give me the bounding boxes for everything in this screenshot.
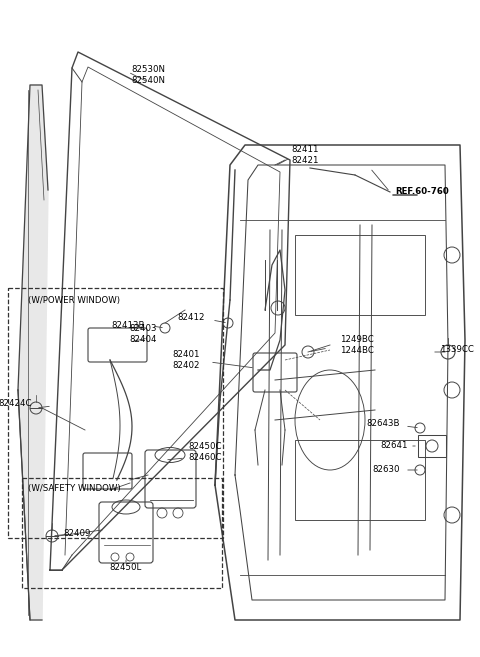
- Text: 82403
82404: 82403 82404: [129, 324, 157, 344]
- Bar: [295, 235, 425, 315]
- Text: 82641: 82641: [381, 442, 408, 451]
- Text: 82412: 82412: [178, 313, 205, 323]
- Text: 82409: 82409: [63, 530, 90, 539]
- Text: 82643B: 82643B: [367, 420, 400, 428]
- Text: 82411
82421: 82411 82421: [291, 145, 319, 165]
- Text: 82413B: 82413B: [111, 321, 145, 330]
- Text: (W/POWER WINDOW): (W/POWER WINDOW): [28, 296, 120, 305]
- Bar: [22, 478, 222, 588]
- Text: 1249BC
1244BC: 1249BC 1244BC: [340, 335, 374, 355]
- Text: 82450L: 82450L: [110, 564, 142, 572]
- Text: 1339CC: 1339CC: [440, 346, 474, 355]
- Text: 82401
82402: 82401 82402: [172, 350, 200, 370]
- Text: 82450C
82460C: 82450C 82460C: [188, 442, 221, 462]
- Text: 82530N
82540N: 82530N 82540N: [131, 65, 165, 85]
- Text: (W/SAFETY WINDOW): (W/SAFETY WINDOW): [28, 484, 120, 493]
- Bar: [8, 288, 223, 538]
- Text: 82424C: 82424C: [0, 399, 32, 409]
- Bar: [295, 440, 425, 520]
- Bar: [418, 435, 446, 457]
- Text: REF.60-760: REF.60-760: [395, 187, 449, 196]
- Text: 82630: 82630: [372, 466, 400, 474]
- Polygon shape: [18, 85, 48, 620]
